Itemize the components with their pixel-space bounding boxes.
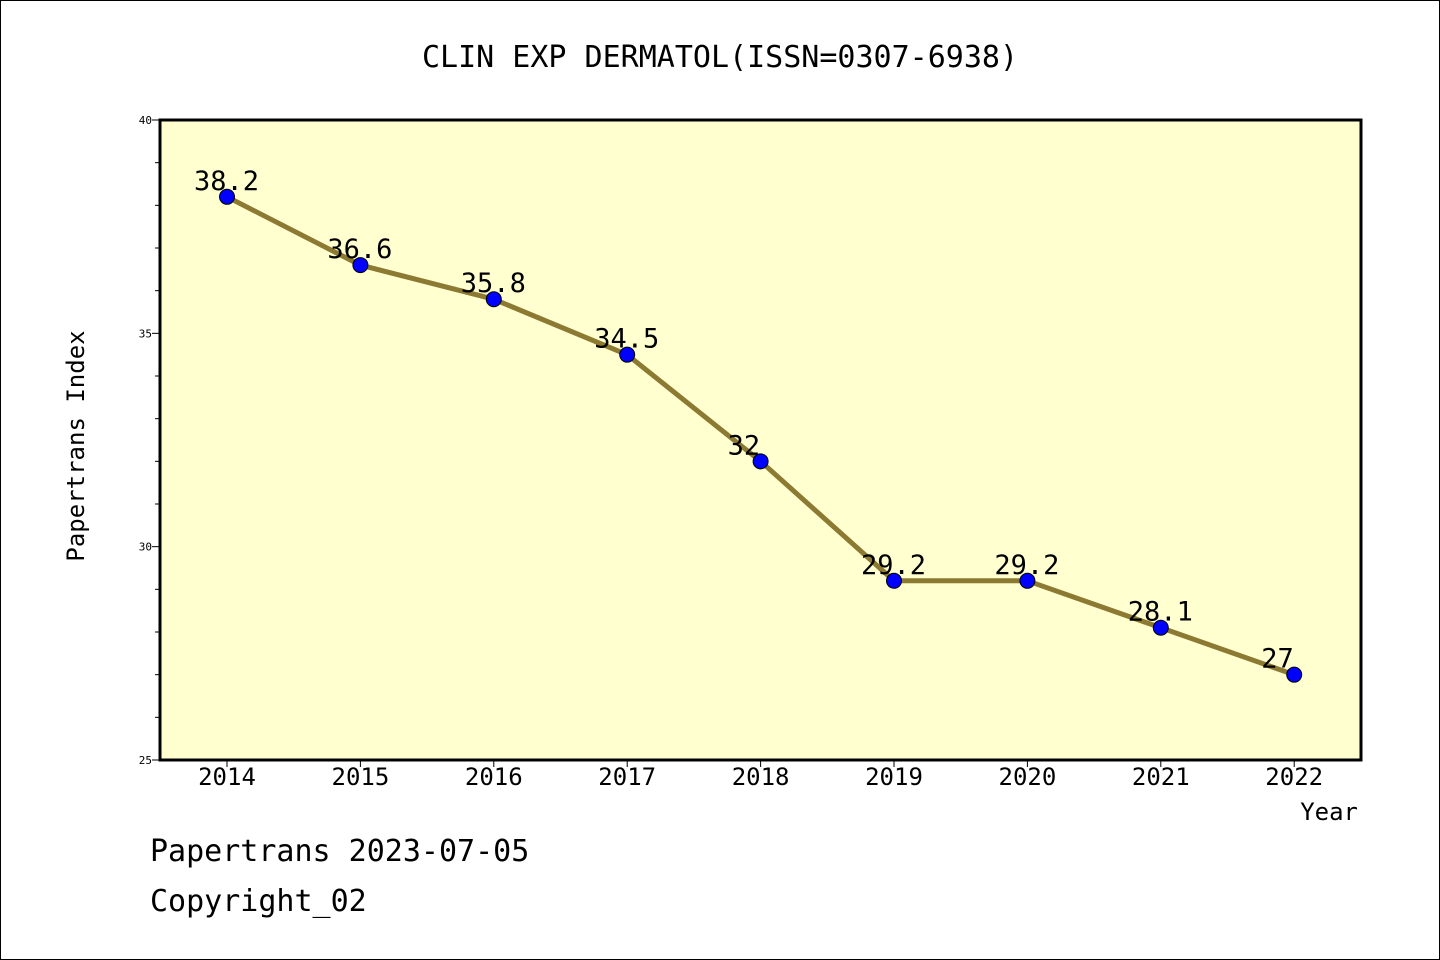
footer-date-text: Papertrans 2023-07-05	[150, 834, 530, 869]
data-point	[619, 346, 636, 363]
data-label: 32	[728, 430, 761, 461]
plot-area	[158, 118, 1363, 762]
data-label: 35.8	[461, 268, 526, 299]
x-tick-label: 2014	[198, 763, 256, 791]
series-markers	[219, 188, 1303, 683]
data-label: 28.1	[1128, 597, 1193, 628]
x-tick-label: 2017	[598, 763, 656, 791]
y-axis-label: Papertrans Index	[62, 330, 90, 561]
x-tick-label: 2016	[465, 763, 523, 791]
data-label: 38.2	[194, 166, 259, 197]
footer-copyright-text: Copyright_02	[150, 884, 367, 919]
data-label: 29.2	[994, 550, 1059, 581]
chart-title: CLIN EXP DERMATOL(ISSN=0307-6938)	[422, 40, 1018, 75]
data-label: 36.6	[327, 234, 392, 265]
y-axis: 25 30 35 40	[139, 114, 160, 767]
x-tick-label: 2022	[1265, 763, 1323, 791]
x-tick-label: 2021	[1132, 763, 1190, 791]
x-tick-label: 2018	[732, 763, 790, 791]
data-point	[886, 572, 902, 589]
x-axis: 2014 2015 2016 2017 2018 2019 2020 2021 2022	[198, 760, 1323, 791]
data-point	[1019, 572, 1036, 589]
data-label: 29.2	[861, 550, 926, 581]
x-tick-label: 2020	[999, 763, 1057, 791]
x-tick-label: 2015	[332, 763, 390, 791]
y-tick-label: 25	[139, 754, 152, 767]
data-labels: 38.2 36.6 35.8 34.5 32 29.2 29.2 28.1 27	[194, 166, 1294, 675]
data-point	[752, 453, 769, 470]
data-point	[1286, 666, 1303, 683]
data-point	[485, 291, 502, 308]
data-point	[1152, 619, 1169, 636]
y-tick-label: 40	[139, 114, 152, 127]
x-tick-label: 2019	[865, 763, 923, 791]
data-point	[352, 257, 369, 274]
x-axis-label: Year	[1300, 798, 1358, 826]
data-label: 34.5	[594, 324, 659, 355]
y-tick-label: 30	[139, 541, 152, 554]
y-tick-label: 35	[139, 327, 152, 340]
data-point	[219, 188, 235, 205]
data-label: 27	[1261, 644, 1294, 675]
